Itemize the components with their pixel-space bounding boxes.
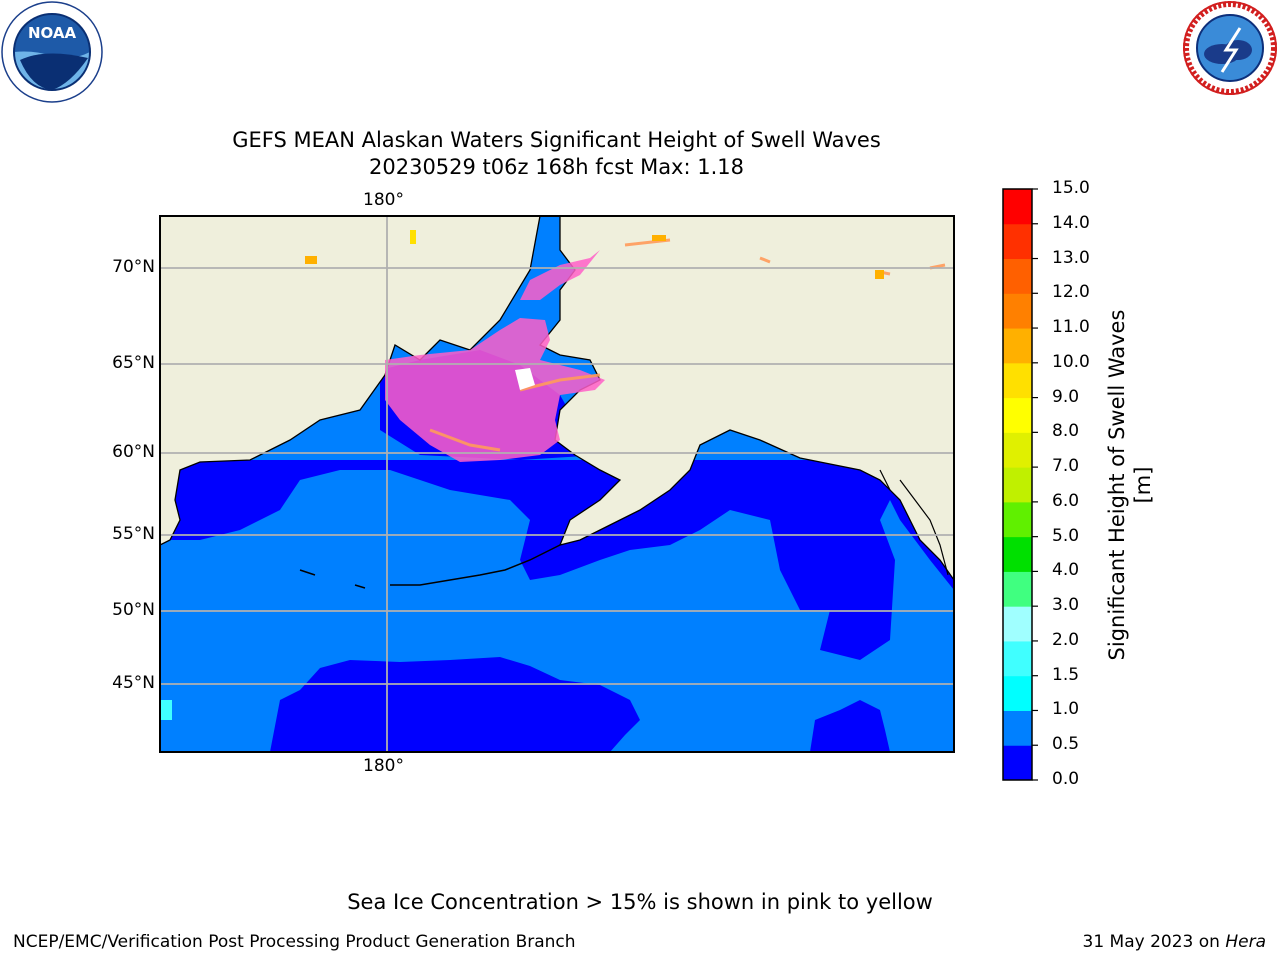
colorbar-frame — [1002, 188, 1033, 781]
colorbar-segment — [1003, 536, 1032, 572]
ocean-swell-low-se — [810, 700, 890, 752]
lon-label-bottom: 180° — [363, 756, 404, 776]
ocean-swell-low-south — [270, 657, 640, 752]
land-aleutians — [299, 544, 561, 589]
lat-label-65: 65°N — [112, 353, 155, 373]
nws-logo — [1178, 0, 1280, 100]
colorbar — [1002, 188, 1038, 781]
colorbar-segment — [1003, 293, 1032, 329]
colorbar-segment — [1003, 710, 1032, 746]
chart-subtitle: 20230529 t06z 168h fcst Max: 1.18 — [369, 155, 744, 179]
lat-label-60: 60°N — [112, 442, 155, 462]
colorbar-tick-label: 0.0 — [1052, 769, 1080, 789]
colorbar-segment — [1003, 606, 1032, 642]
graticule — [160, 216, 954, 752]
colorbar-tick-label: 0.5 — [1052, 734, 1080, 755]
chart-title: GEFS MEAN Alaskan Waters Significant Hei… — [232, 128, 881, 152]
colorbar-segment — [1003, 258, 1032, 294]
sea-ice-speck-3 — [652, 235, 666, 241]
ocean-swell-1.5-patch — [160, 700, 172, 720]
colorbar-tick-label: 2.0 — [1052, 629, 1080, 650]
lat-label-55: 55°N — [112, 524, 155, 544]
colorbar-segment — [1003, 467, 1032, 503]
colorbar-tick-label: 6.0 — [1052, 490, 1080, 511]
colorbar-segment — [1003, 397, 1032, 433]
colorbar-tick-label: 1.5 — [1052, 664, 1080, 685]
colorbar-segment — [1003, 501, 1032, 538]
ocean-swell-low-north — [160, 460, 954, 660]
colorbar-tick-label: 3.0 — [1052, 595, 1080, 616]
colorbar-tick-label: 4.0 — [1052, 560, 1080, 581]
map-frame — [159, 215, 955, 753]
lat-label-70: 70°N — [112, 257, 155, 277]
colorbar-tick-label: 10.0 — [1052, 351, 1090, 372]
lon-label-top: 180° — [363, 190, 404, 210]
sea-ice-speck-1 — [305, 256, 317, 264]
colorbar-tick-label: 8.0 — [1052, 421, 1080, 442]
lat-label-50: 50°N — [112, 600, 155, 620]
ice-gap — [515, 368, 535, 390]
sea-ice-chukchi — [520, 250, 600, 300]
colorbar-tick-label: 12.0 — [1052, 282, 1090, 303]
lat-label-45: 45°N — [112, 673, 155, 693]
colorbar-tick-label: 11.0 — [1052, 317, 1090, 338]
colorbar-tick-label: 14.0 — [1052, 212, 1090, 233]
colorbar-segment — [1003, 432, 1032, 468]
noaa-logo: NOAA — [0, 0, 105, 105]
land-panhandle — [879, 469, 949, 576]
colorbar-tick-label: 13.0 — [1052, 247, 1090, 268]
footer-host: Hera — [1225, 932, 1266, 952]
colorbar-tick-label: 15.0 — [1052, 178, 1090, 198]
colorbar-segment — [1003, 328, 1032, 364]
colorbar-segment — [1003, 640, 1032, 677]
colorbar-segment — [1003, 223, 1032, 260]
colorbar-tick-label: 5.0 — [1052, 525, 1080, 546]
land-russia — [160, 216, 541, 546]
map-field — [160, 216, 954, 752]
sea-ice-speck-4 — [410, 230, 416, 244]
footer-credit: NCEP/EMC/Verification Post Processing Pr… — [13, 932, 576, 952]
colorbar-title: Significant Height of Swell Waves [m] — [1105, 309, 1155, 661]
colorbar-segment — [1003, 745, 1032, 781]
footer-date-text: 31 May 2023 on — [1082, 932, 1226, 952]
colorbar-segment — [1003, 675, 1032, 711]
colorbar-segment — [1003, 362, 1032, 399]
colorbar-tick-label: 9.0 — [1052, 386, 1080, 407]
colorbar-tick-label: 7.0 — [1052, 456, 1080, 477]
colorbar-tick-label: 1.0 — [1052, 699, 1080, 720]
sea-ice-note: Sea Ice Concentration > 15% is shown in … — [347, 890, 933, 914]
sea-ice-speck-2 — [875, 270, 884, 279]
colorbar-segment — [1003, 189, 1032, 225]
sea-ice-edge — [429, 238, 946, 452]
colorbar-segment — [1003, 571, 1032, 607]
noaa-logo-text: NOAA — [28, 24, 77, 42]
footer-date: 31 May 2023 on Hera — [1083, 932, 1267, 952]
sea-ice-bering — [385, 318, 605, 462]
